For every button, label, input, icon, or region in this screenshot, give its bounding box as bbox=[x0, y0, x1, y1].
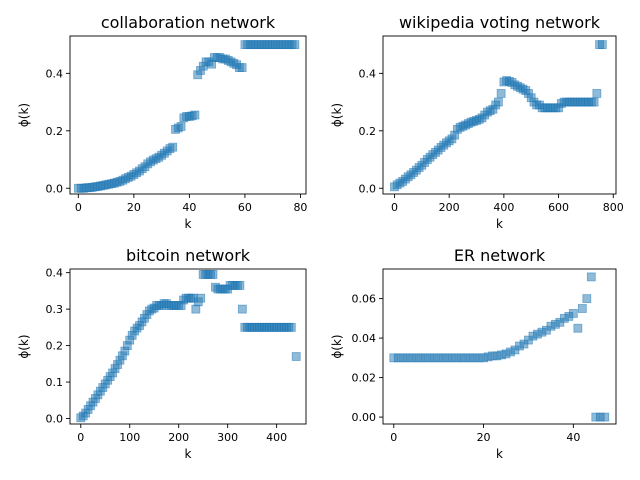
axes-frame bbox=[382, 268, 617, 425]
data-point bbox=[237, 63, 247, 72]
y-tick-label: 0.0 bbox=[46, 413, 64, 426]
y-axis-label: ϕ(k) bbox=[330, 334, 344, 358]
x-tick-label: 0 bbox=[390, 431, 397, 444]
y-axis-label: ϕ(k) bbox=[17, 103, 31, 127]
y-tick-label: 0.04 bbox=[352, 332, 377, 345]
y-tick-label: 0.00 bbox=[352, 411, 377, 424]
data-point bbox=[600, 412, 610, 422]
data-point bbox=[291, 352, 301, 361]
data-point bbox=[196, 293, 206, 303]
data-point bbox=[286, 322, 296, 332]
x-tick-label: 600 bbox=[548, 201, 569, 214]
data-point bbox=[568, 309, 578, 318]
data-point bbox=[582, 294, 592, 304]
x-tick-label: 40 bbox=[566, 431, 580, 444]
data-point bbox=[237, 304, 247, 314]
x-tick-label: 400 bbox=[266, 431, 287, 444]
y-tick-label: 0.0 bbox=[46, 182, 64, 195]
chart-title: wikipedia voting network bbox=[399, 13, 601, 32]
subplot-4: 0 20 40 0.00 0.02 0.04 0.06 ER network k ϕ(k) bbox=[330, 246, 617, 461]
data-point bbox=[589, 97, 599, 107]
chart-title: collaboration network bbox=[101, 13, 276, 32]
y-tick-label: 0.2 bbox=[46, 340, 64, 353]
chart-title: bitcoin network bbox=[126, 246, 251, 265]
x-tick-label: 300 bbox=[217, 431, 238, 444]
x-tick-label: 20 bbox=[477, 431, 491, 444]
x-tick-label: 0 bbox=[75, 201, 82, 214]
data-point bbox=[592, 89, 602, 98]
data-point bbox=[208, 270, 218, 279]
y-axis-label: ϕ(k) bbox=[17, 334, 31, 358]
axes-frame bbox=[69, 268, 307, 425]
data-point bbox=[577, 304, 587, 313]
subplot-1: 0 20 40 60 80 0.0 0.2 0.4 collaboration network k… bbox=[17, 13, 307, 231]
data-point bbox=[597, 40, 607, 50]
x-tick-label: 40 bbox=[182, 201, 196, 214]
x-tick-label: 200 bbox=[439, 201, 460, 214]
axes-frame bbox=[382, 35, 617, 195]
data-point bbox=[191, 304, 201, 314]
x-tick-label: 20 bbox=[127, 201, 141, 214]
y-tick-label: 0.06 bbox=[352, 293, 377, 306]
x-axis-label: k bbox=[496, 217, 503, 231]
x-tick-label: 200 bbox=[168, 431, 189, 444]
y-tick-label: 0.3 bbox=[46, 303, 64, 316]
data-point bbox=[586, 272, 596, 282]
data-point bbox=[168, 142, 178, 152]
x-axis-label: k bbox=[185, 447, 192, 461]
x-tick-label: 0 bbox=[77, 431, 84, 444]
subplot-2: 0 200 400 600 800 0.0 0.2 0.4 wikipedia voting n… bbox=[330, 13, 624, 231]
x-tick-label: 800 bbox=[603, 201, 624, 214]
data-point bbox=[235, 281, 245, 290]
data-point bbox=[496, 89, 506, 98]
x-tick-label: 400 bbox=[493, 201, 514, 214]
chart-title: ER network bbox=[454, 246, 546, 265]
y-tick-label: 0.02 bbox=[352, 372, 377, 385]
y-tick-label: 0.4 bbox=[46, 67, 64, 80]
series-markers bbox=[76, 270, 301, 423]
y-tick-label: 0.2 bbox=[359, 125, 377, 138]
series-markers bbox=[389, 272, 610, 422]
x-tick-label: 60 bbox=[238, 201, 252, 214]
y-tick-label: 0.4 bbox=[46, 267, 64, 280]
x-tick-label: 100 bbox=[119, 431, 140, 444]
y-tick-label: 0.4 bbox=[359, 67, 377, 80]
y-tick-label: 0.2 bbox=[46, 125, 64, 138]
data-point bbox=[176, 122, 186, 131]
y-tick-label: 0.1 bbox=[46, 376, 64, 389]
y-tick-label: 0.0 bbox=[359, 182, 377, 195]
x-axis-label: k bbox=[496, 447, 503, 461]
data-point bbox=[573, 323, 583, 333]
data-point bbox=[190, 110, 200, 120]
series-markers bbox=[390, 40, 607, 192]
subplot-3: 0 100 200 300 400 0.0 0.1 0.2 0.3 0.4 bitcoin netw… bbox=[17, 246, 307, 461]
y-axis-label: ϕ(k) bbox=[330, 103, 344, 127]
series-markers bbox=[73, 40, 300, 193]
axes-frame bbox=[69, 35, 307, 195]
data-point bbox=[494, 97, 503, 107]
data-point bbox=[290, 40, 300, 50]
x-axis-label: k bbox=[185, 217, 192, 231]
x-tick-label: 80 bbox=[293, 201, 307, 214]
x-tick-label: 0 bbox=[391, 201, 398, 214]
